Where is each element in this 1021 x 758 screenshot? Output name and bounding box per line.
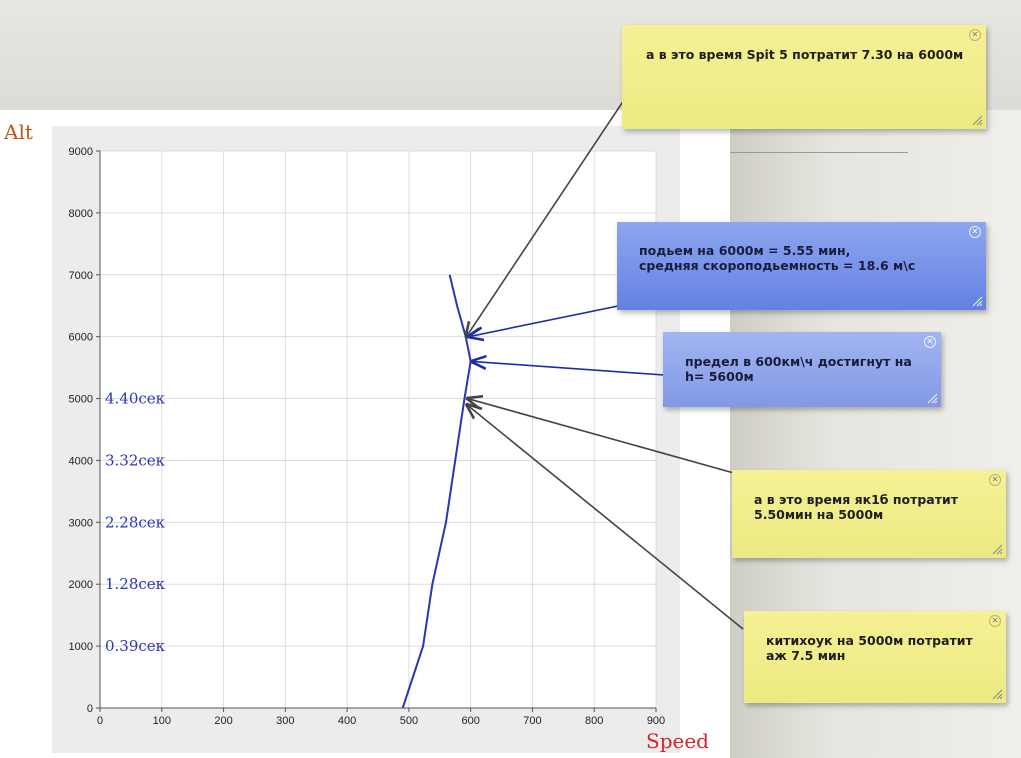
x-tick-label: 0 — [97, 715, 103, 727]
x-tick-label: 600 — [461, 715, 479, 727]
x-tick-label: 900 — [647, 715, 665, 727]
y-tick-label: 9000 — [69, 146, 93, 158]
time-annotation: 4.40сек — [105, 390, 166, 408]
resize-grip-icon[interactable] — [972, 115, 983, 126]
note-arrow — [472, 361, 679, 377]
chart-axes — [96, 150, 657, 712]
x-tick-label: 100 — [153, 715, 171, 727]
time-annotation: 2.28сек — [105, 513, 166, 531]
chart-grid — [99, 150, 657, 709]
y-axis-label: Alt — [4, 120, 33, 144]
y-tick-label: 6000 — [69, 332, 93, 344]
close-icon[interactable]: ✕ — [969, 29, 981, 41]
chart-annotations: 0.39сек 1.28сек 2.28сек 3.32сек 4.40сек — [105, 390, 166, 656]
note-text: подьем на 6000м = 5.55 мин, средняя скор… — [639, 243, 916, 273]
note-arrow — [467, 405, 744, 630]
resize-grip-icon[interactable] — [992, 689, 1003, 700]
chart-series — [401, 274, 472, 709]
sticky-note-climb[interactable]: подьем на 6000м = 5.55 мин, средняя скор… — [617, 222, 986, 310]
resize-grip-icon[interactable] — [972, 296, 983, 307]
close-icon[interactable]: ✕ — [924, 336, 936, 348]
sticky-note-kittyhawk[interactable]: китихоук на 5000м потратит аж 7.5 мин ✕ — [744, 611, 1006, 703]
x-axis-label: Speed — [646, 729, 709, 753]
x-tick-label: 200 — [214, 715, 232, 727]
x-tick-label: 800 — [585, 715, 603, 727]
note-text: а в это время Spit 5 потратит 7.30 на 60… — [646, 47, 964, 62]
y-tick-label: 7000 — [69, 270, 93, 282]
sticky-note-spit5[interactable]: а в это время Spit 5 потратит 7.30 на 60… — [622, 25, 986, 129]
note-text: а в это время як1б потратит 5.50мин на 5… — [754, 492, 958, 522]
resize-grip-icon[interactable] — [992, 544, 1003, 555]
sticky-note-yak1b[interactable]: а в это время як1б потратит 5.50мин на 5… — [732, 470, 1006, 558]
plot-area — [100, 151, 656, 708]
note-text: китихоук на 5000м потратит аж 7.5 мин — [766, 633, 973, 663]
divider-line — [730, 152, 908, 153]
series-line — [401, 274, 472, 709]
note-arrow — [468, 399, 749, 478]
y-tick-label: 2000 — [69, 579, 93, 591]
y-tick-label: 3000 — [69, 517, 93, 529]
x-tick-label: 300 — [276, 715, 294, 727]
x-tick-label: 700 — [523, 715, 541, 727]
x-tick-label: 400 — [338, 715, 356, 727]
y-tick-label: 1000 — [69, 641, 93, 653]
sticky-note-limit[interactable]: предел в 600км\ч достигнут на h= 5600м ✕ — [663, 332, 941, 407]
note-arrow — [466, 99, 625, 337]
time-annotation: 0.39сек — [105, 637, 166, 655]
time-annotation: 1.28сек — [105, 575, 166, 593]
y-tick-label: 5000 — [69, 394, 93, 406]
close-icon[interactable]: ✕ — [989, 474, 1001, 486]
chart-tick-labels: 0 100 200 300 400 500 600 700 800 900010002000300… — [69, 146, 666, 727]
y-tick-label: 0 — [87, 703, 93, 715]
y-tick-label: 8000 — [69, 208, 93, 220]
time-annotation: 3.32сек — [105, 451, 166, 469]
note-text: предел в 600км\ч достигнут на h= 5600м — [685, 354, 912, 384]
close-icon[interactable]: ✕ — [989, 615, 1001, 627]
y-tick-label: 4000 — [69, 455, 93, 467]
chart-arrows — [466, 99, 749, 630]
x-tick-label: 500 — [400, 715, 418, 727]
close-icon[interactable]: ✕ — [969, 226, 981, 238]
resize-grip-icon[interactable] — [927, 393, 938, 404]
